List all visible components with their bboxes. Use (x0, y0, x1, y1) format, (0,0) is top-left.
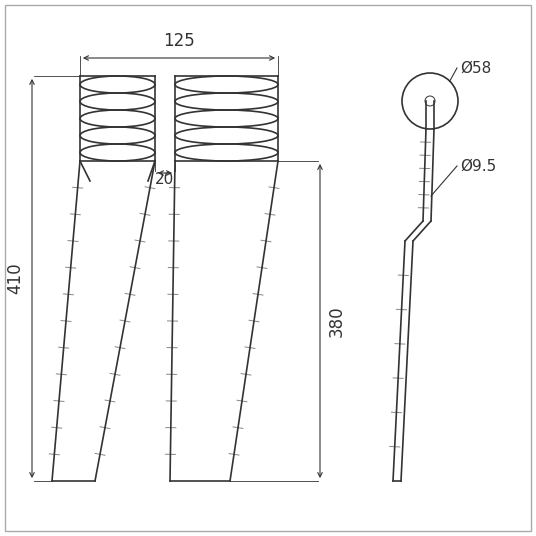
Text: 125: 125 (163, 32, 195, 50)
Text: 380: 380 (328, 305, 346, 337)
Text: 410: 410 (6, 263, 24, 294)
Text: 20: 20 (155, 172, 175, 187)
Text: Ø9.5: Ø9.5 (460, 159, 496, 174)
Text: Ø58: Ø58 (460, 61, 492, 76)
